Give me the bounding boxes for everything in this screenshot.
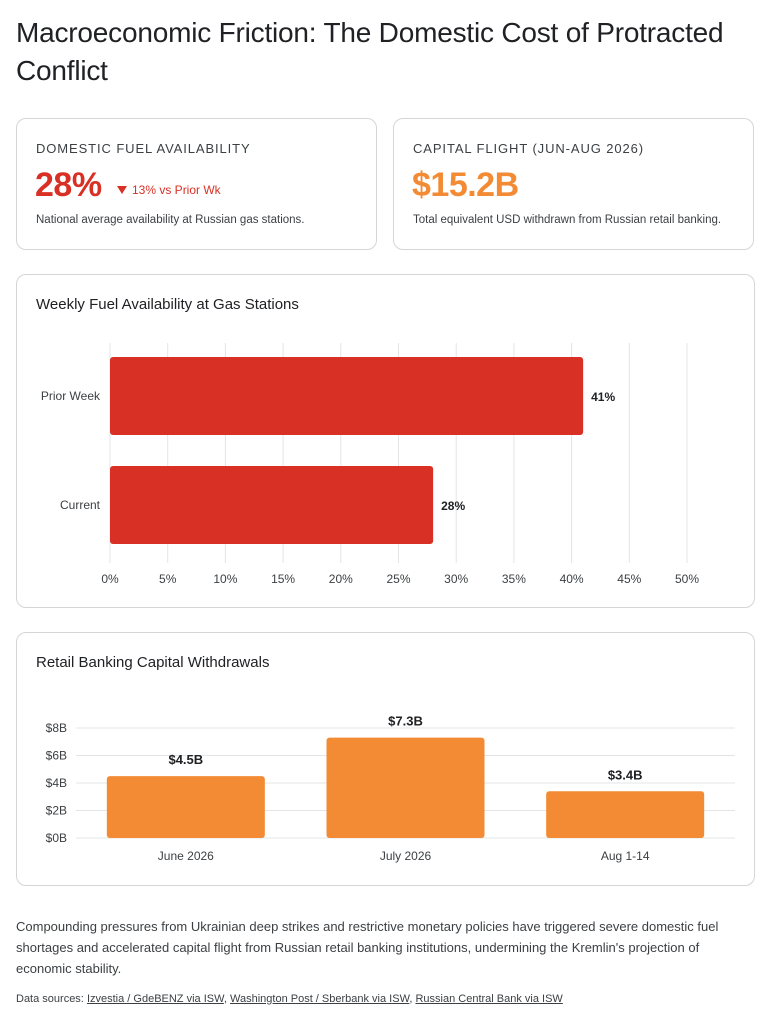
y-category-label: Prior Week bbox=[41, 389, 101, 403]
summary-text: Compounding pressures from Ukrainian dee… bbox=[16, 919, 719, 976]
fuel-chart-title: Weekly Fuel Availability at Gas Stations bbox=[36, 296, 299, 313]
capital-chart-title: Retail Banking Capital Withdrawals bbox=[36, 654, 270, 671]
fuel-availability-chart-card: Weekly Fuel Availability at Gas Stations… bbox=[16, 274, 755, 608]
fuel-kpi-delta: 13% vs Prior Wk bbox=[117, 183, 221, 197]
fuel-availability-card: DOMESTIC FUEL AVAILABILITY 28% 13% vs Pr… bbox=[16, 118, 377, 250]
bar-current bbox=[110, 466, 434, 544]
bar-aug-1-14 bbox=[546, 791, 705, 838]
x-category-label: Aug 1-14 bbox=[601, 849, 650, 863]
x-tick-label: 0% bbox=[101, 572, 119, 586]
y-tick-label: $4B bbox=[46, 776, 67, 790]
fuel-kpi-delta-text: 13% vs Prior Wk bbox=[132, 183, 221, 197]
y-tick-label: $0B bbox=[46, 831, 67, 845]
x-tick-label: 20% bbox=[329, 572, 353, 586]
bar-prior-week bbox=[110, 357, 584, 435]
x-tick-label: 15% bbox=[271, 572, 295, 586]
capital-kpi-value: $15.2B bbox=[412, 166, 519, 204]
capital-kpi-description: Total equivalent USD withdrawn from Russ… bbox=[413, 214, 722, 226]
fuel-availability-chart: 0% 5% 10% 15% 20% 25% 30% 35% 40% 45% 50% Prior Wee… bbox=[41, 343, 699, 586]
x-tick-label: 5% bbox=[159, 572, 177, 586]
x-category-label: July 2026 bbox=[380, 849, 432, 863]
x-tick-label: 25% bbox=[386, 572, 410, 586]
x-tick-label: 10% bbox=[213, 572, 237, 586]
y-tick-label: $2B bbox=[46, 804, 67, 818]
bar-data-label: $7.3B bbox=[388, 714, 423, 729]
capital-kpi-label: CAPITAL FLIGHT (JUN-AUG 2026) bbox=[413, 141, 645, 156]
y-tick-label: $6B bbox=[46, 749, 67, 763]
capital-flight-card: CAPITAL FLIGHT (JUN-AUG 2026) $15.2B Tot… bbox=[393, 118, 754, 250]
source-link-central-bank[interactable]: Russian Central Bank via ISW bbox=[415, 993, 563, 1005]
x-tick-label: 45% bbox=[617, 572, 641, 586]
y-category-label: Current bbox=[60, 498, 101, 512]
fuel-kpi-value: 28% bbox=[35, 166, 102, 204]
y-tick-label: $8B bbox=[46, 721, 67, 735]
source-link-washington-post[interactable]: Washington Post / Sberbank via ISW bbox=[230, 993, 410, 1005]
bar-data-label: 41% bbox=[591, 390, 615, 404]
down-triangle-icon bbox=[117, 186, 127, 194]
source-link-izvestia[interactable]: Izvestia / GdeBENZ via ISW bbox=[86, 993, 224, 1005]
bar-june-2026 bbox=[106, 776, 265, 838]
x-tick-label: 50% bbox=[675, 572, 699, 586]
bar-data-label: $3.4B bbox=[608, 767, 643, 782]
x-tick-label: 35% bbox=[502, 572, 526, 586]
page-title: Macroeconomic Friction: The Domestic Cos… bbox=[16, 17, 724, 86]
x-tick-label: 30% bbox=[444, 572, 468, 586]
fuel-kpi-description: National average availability at Russian… bbox=[36, 214, 305, 226]
fuel-kpi-label: DOMESTIC FUEL AVAILABILITY bbox=[36, 141, 251, 156]
capital-withdrawals-chart: $0B $2B $4B $6B $8B $4.5B June 2026 $7.3B July 2… bbox=[46, 714, 735, 863]
x-category-label: June 2026 bbox=[158, 849, 214, 863]
bar-data-label: 28% bbox=[441, 499, 465, 513]
data-sources: Data sources: Izvestia / GdeBENZ via ISW… bbox=[16, 993, 563, 1005]
x-tick-label: 40% bbox=[560, 572, 584, 586]
bar-july-2026 bbox=[326, 737, 485, 838]
bar-data-label: $4.5B bbox=[168, 752, 203, 767]
capital-withdrawals-chart-card: Retail Banking Capital Withdrawals $0B $2… bbox=[16, 632, 755, 886]
sources-prefix: Data sources: bbox=[16, 993, 84, 1005]
